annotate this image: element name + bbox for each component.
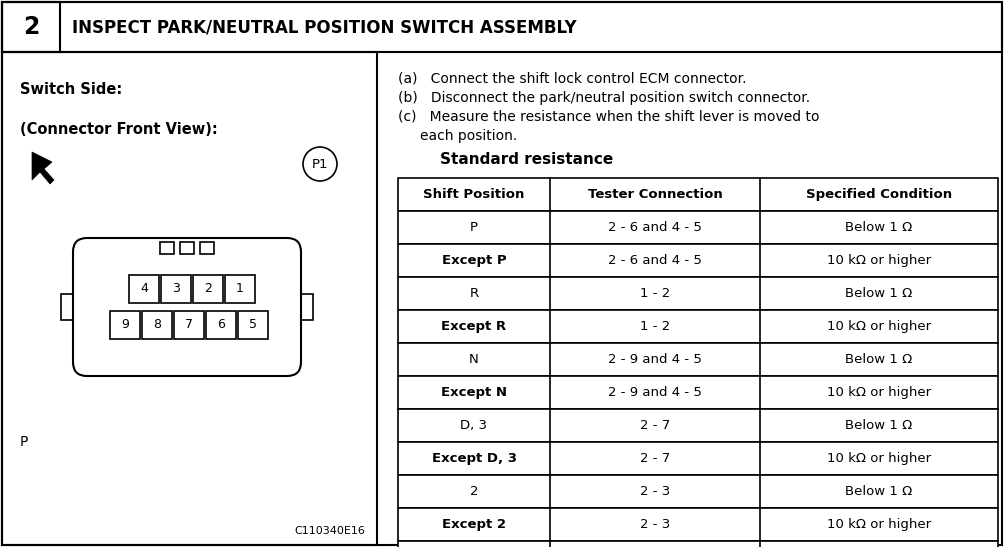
Text: Standard resistance: Standard resistance <box>440 152 613 167</box>
Text: Below 1 Ω: Below 1 Ω <box>845 221 913 234</box>
Text: 2 - 9 and 4 - 5: 2 - 9 and 4 - 5 <box>608 386 701 399</box>
Text: P1: P1 <box>312 158 329 171</box>
Bar <box>238 311 268 339</box>
Bar <box>110 311 140 339</box>
Text: 9: 9 <box>121 318 129 331</box>
Text: 8: 8 <box>153 318 161 331</box>
Text: 5: 5 <box>249 318 257 331</box>
Text: 2 - 7: 2 - 7 <box>640 419 670 432</box>
Text: 10 kΩ or higher: 10 kΩ or higher <box>827 254 931 267</box>
Text: Switch Side:: Switch Side: <box>20 83 123 97</box>
Text: Below 1 Ω: Below 1 Ω <box>845 419 913 432</box>
Text: Below 1 Ω: Below 1 Ω <box>845 353 913 366</box>
Text: 2 - 6 and 4 - 5: 2 - 6 and 4 - 5 <box>608 254 701 267</box>
Bar <box>398 409 998 442</box>
Text: 10 kΩ or higher: 10 kΩ or higher <box>827 518 931 531</box>
Text: 3: 3 <box>172 282 180 295</box>
Text: Except P: Except P <box>441 254 507 267</box>
Text: 1: 1 <box>236 282 244 295</box>
Bar <box>398 277 998 310</box>
Bar <box>225 275 255 303</box>
Bar <box>129 275 159 303</box>
Bar <box>398 508 998 541</box>
Text: 7: 7 <box>185 318 193 331</box>
Text: (c)   Measure the resistance when the shift lever is moved to: (c) Measure the resistance when the shif… <box>398 110 819 124</box>
Text: P: P <box>470 221 478 234</box>
Text: 4: 4 <box>140 282 148 295</box>
Text: 2: 2 <box>204 282 212 295</box>
Bar <box>2 2 60 52</box>
Bar <box>398 442 998 475</box>
Bar <box>180 242 194 254</box>
Bar <box>398 178 998 211</box>
Text: 10 kΩ or higher: 10 kΩ or higher <box>827 320 931 333</box>
Bar <box>398 211 998 244</box>
Text: D, 3: D, 3 <box>460 419 487 432</box>
Text: 2: 2 <box>469 485 478 498</box>
Text: 6: 6 <box>217 318 225 331</box>
Bar <box>398 244 998 277</box>
Bar <box>398 475 998 508</box>
Text: Below 1 Ω: Below 1 Ω <box>845 485 913 498</box>
Bar <box>398 376 998 409</box>
Text: 2 - 6 and 4 - 5: 2 - 6 and 4 - 5 <box>608 221 701 234</box>
Text: C110340E16: C110340E16 <box>294 526 365 536</box>
Text: each position.: each position. <box>420 129 518 143</box>
Text: (Connector Front View):: (Connector Front View): <box>20 123 218 137</box>
Bar <box>302 294 313 320</box>
Text: 1 - 2: 1 - 2 <box>640 320 670 333</box>
Bar <box>2 2 1002 52</box>
Bar <box>398 310 998 343</box>
Text: Below 1 Ω: Below 1 Ω <box>845 287 913 300</box>
Text: INSPECT PARK/NEUTRAL POSITION SWITCH ASSEMBLY: INSPECT PARK/NEUTRAL POSITION SWITCH ASS… <box>72 18 577 36</box>
Bar <box>200 242 214 254</box>
Text: 10 kΩ or higher: 10 kΩ or higher <box>827 452 931 465</box>
Text: Except D, 3: Except D, 3 <box>431 452 517 465</box>
Text: Shift Position: Shift Position <box>423 188 525 201</box>
Bar <box>174 311 204 339</box>
Text: (a)   Connect the shift lock control ECM connector.: (a) Connect the shift lock control ECM c… <box>398 72 747 86</box>
Polygon shape <box>32 152 54 184</box>
Bar <box>161 275 191 303</box>
Bar <box>2 52 377 545</box>
Text: Specified Condition: Specified Condition <box>806 188 952 201</box>
Text: Tester Connection: Tester Connection <box>588 188 723 201</box>
Text: Except 2: Except 2 <box>442 518 506 531</box>
Text: 2 - 9 and 4 - 5: 2 - 9 and 4 - 5 <box>608 353 701 366</box>
Text: 2 - 3: 2 - 3 <box>640 485 670 498</box>
Bar <box>61 294 73 320</box>
Bar <box>160 242 174 254</box>
Text: R: R <box>469 287 478 300</box>
Text: P: P <box>20 435 28 449</box>
Bar <box>193 275 223 303</box>
Text: (b)   Disconnect the park/neutral position switch connector.: (b) Disconnect the park/neutral position… <box>398 91 810 105</box>
Text: 2: 2 <box>23 15 39 39</box>
Text: Except R: Except R <box>441 320 507 333</box>
Text: 2 - 7: 2 - 7 <box>640 452 670 465</box>
Text: 1 - 2: 1 - 2 <box>640 287 670 300</box>
Bar <box>142 311 172 339</box>
Bar <box>398 541 998 547</box>
Text: N: N <box>469 353 478 366</box>
Text: Except N: Except N <box>441 386 507 399</box>
Bar <box>398 343 998 376</box>
Bar <box>206 311 236 339</box>
Text: 2 - 3: 2 - 3 <box>640 518 670 531</box>
Text: 10 kΩ or higher: 10 kΩ or higher <box>827 386 931 399</box>
